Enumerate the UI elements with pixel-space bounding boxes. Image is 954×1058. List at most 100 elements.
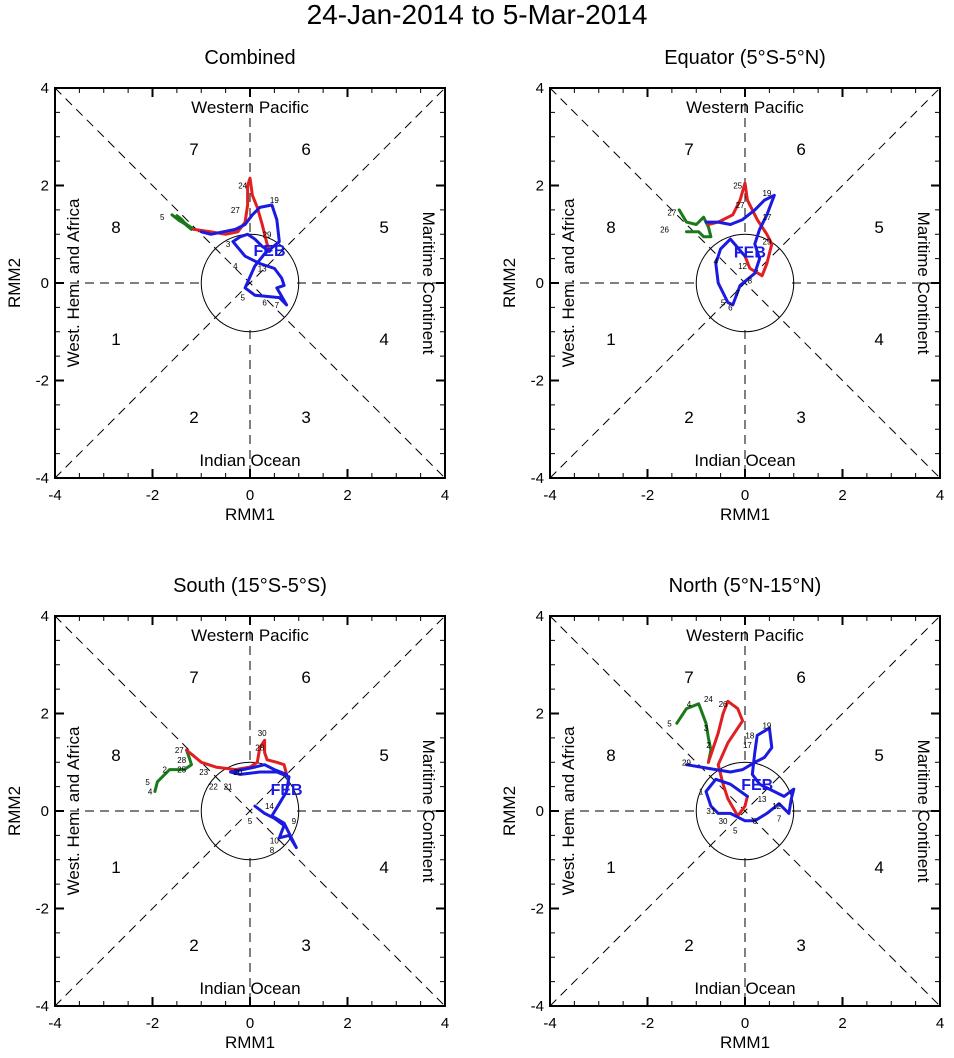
day-label: 3 (704, 724, 709, 733)
y-tick-label: 2 (536, 706, 544, 723)
day-label: 7 (275, 301, 280, 310)
phase-label: 7 (684, 668, 693, 687)
diagonal-guide (54, 615, 446, 1007)
phase-label: 3 (301, 408, 310, 427)
panel-south: South (15°S-5°S)-4-4-2-2002244RMM1RMM2We… (5, 575, 449, 1052)
day-label: 24 (704, 695, 713, 704)
day-label: 24 (238, 182, 247, 191)
day-label: 12 (772, 802, 781, 811)
day-label: 4 (687, 700, 692, 709)
unit-circle (695, 233, 795, 333)
x-tick-label: -4 (543, 1015, 556, 1032)
y-tick-label: 2 (536, 178, 544, 195)
region-label-left: West. Hem. and Africa (64, 198, 83, 367)
panel-north: North (5°N-15°N)-4-4-2-2002244RMM1RMM2We… (500, 575, 944, 1052)
x-axis-label: RMM1 (225, 1033, 275, 1052)
region-label-left: West. Hem. and Africa (559, 198, 578, 367)
diagonal-guide (549, 615, 941, 1007)
y-tick-label: -2 (531, 373, 544, 390)
phase-label: 2 (189, 408, 198, 427)
phase-label: 6 (796, 668, 805, 687)
y-tick-label: 2 (41, 178, 49, 195)
y-tick-label: 0 (536, 275, 544, 292)
day-label: 27 (667, 208, 676, 217)
phase-label: 8 (606, 218, 615, 237)
region-label-top: Western Pacific (191, 626, 309, 645)
x-tick-label: 4 (441, 487, 449, 504)
day-label: 13 (258, 264, 267, 273)
x-tick-label: 2 (343, 487, 351, 504)
day-label: 1 (699, 788, 704, 797)
x-tick-label: 4 (936, 487, 944, 504)
month-label: FEB (271, 782, 303, 799)
y-axis-label: RMM2 (500, 258, 519, 308)
y-tick-label: 4 (536, 608, 544, 625)
day-label: 27 (175, 746, 184, 755)
trajectory-february (706, 699, 749, 818)
phase-label: 3 (301, 936, 310, 955)
trajectory-february (192, 176, 271, 253)
day-label: 5 (160, 213, 165, 222)
x-axis-label: RMM1 (720, 1033, 770, 1052)
day-label: 29 (762, 238, 771, 247)
day-label: 25 (733, 182, 742, 191)
day-label: 27 (736, 201, 745, 210)
day-label: 22 (209, 783, 218, 792)
day-label: 30 (719, 817, 728, 826)
y-tick-label: 0 (41, 803, 49, 820)
y-tick-label: 2 (41, 706, 49, 723)
region-label-bottom: Indian Ocean (694, 979, 795, 998)
y-tick-label: 0 (536, 803, 544, 820)
day-label: 25 (177, 766, 186, 775)
unit-circle (200, 761, 300, 861)
day-label: 13 (758, 795, 767, 804)
day-label: 28 (177, 756, 186, 765)
phase-label: 3 (796, 936, 805, 955)
day-label: 17 (762, 213, 771, 222)
month-label: FEB (741, 777, 773, 794)
x-tick-label: 0 (246, 487, 254, 504)
phase-label: 6 (301, 668, 310, 687)
day-label: 30 (258, 729, 267, 738)
y-tick-label: 0 (41, 275, 49, 292)
trajectory-march (229, 763, 298, 850)
day-label: 26 (719, 700, 728, 709)
region-label-right: Maritime Continent (914, 740, 933, 883)
region-label-top: Western Pacific (191, 98, 309, 117)
phase-label: 7 (189, 668, 198, 687)
x-axis-label: RMM1 (720, 505, 770, 524)
region-label-top: Western Pacific (686, 98, 804, 117)
trajectory-january (153, 748, 193, 793)
panel-equator: Equator (5°S-5°N) -4-4 -2 -2 0 0 2 2 4 4 RMM1 RMM2 W… (500, 47, 944, 524)
x-tick-label: -4 (48, 1015, 61, 1032)
day-label: 5 (145, 778, 150, 787)
day-label: 6 (753, 817, 758, 826)
month-label: FEB (734, 244, 766, 261)
region-label-bottom: Indian Ocean (199, 451, 300, 470)
day-label: 12 (738, 262, 747, 271)
y-tick-label: -2 (531, 901, 544, 918)
day-label: 20 (233, 768, 242, 777)
x-tick-label: 0 (741, 1015, 749, 1032)
region-label-top: Western Pacific (686, 626, 804, 645)
x-tick-label: 0 (741, 487, 749, 504)
phase-label: 2 (189, 936, 198, 955)
day-label: 19 (762, 722, 771, 731)
diagonal-guide (54, 87, 446, 479)
trajectory-march (704, 193, 776, 307)
phase-label: 8 (111, 218, 120, 237)
phase-label: 5 (379, 218, 388, 237)
panel-title: South (15°S-5°S) (173, 575, 327, 597)
day-label: 4 (714, 257, 719, 266)
phase-label: 2 (684, 936, 693, 955)
phase-label: 1 (606, 858, 615, 877)
phase-label: 5 (874, 746, 883, 765)
x-tick-label: -2 (146, 487, 159, 504)
day-label: 5 (721, 299, 726, 308)
phase-label: 2 (684, 408, 693, 427)
day-label: 27 (231, 206, 240, 215)
region-label-left: West. Hem. and Africa (64, 726, 83, 895)
day-label: 5 (240, 294, 245, 303)
